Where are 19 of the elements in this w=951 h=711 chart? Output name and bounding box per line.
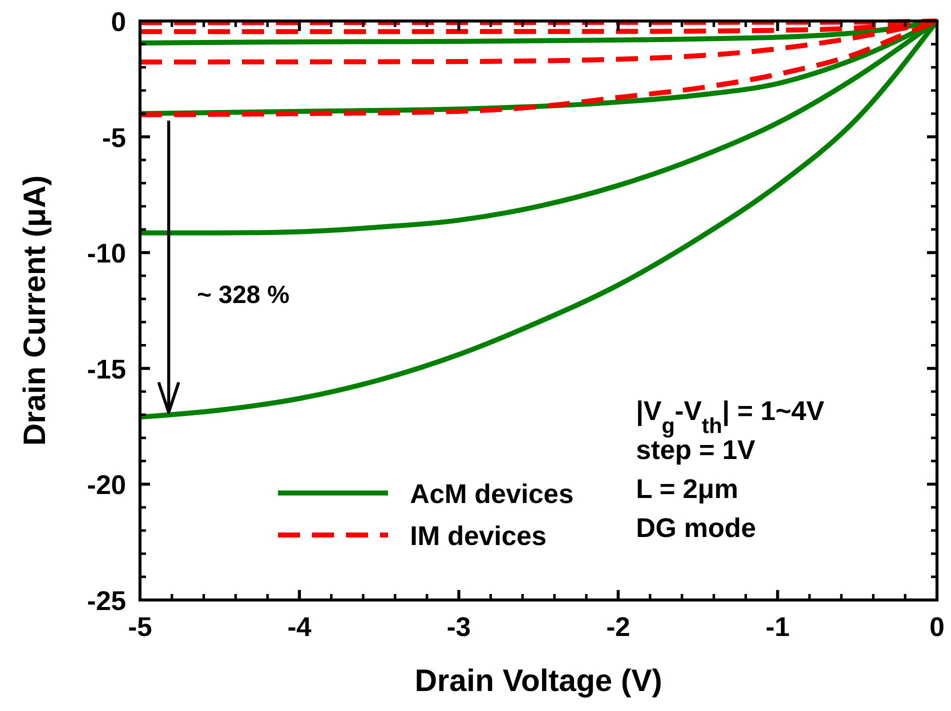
annotation: L = 2μm — [636, 474, 738, 504]
y-tick-label: -25 — [86, 586, 126, 616]
legend-label: IM devices — [410, 521, 547, 551]
y-tick-label: -20 — [86, 470, 126, 500]
x-tick-label: -4 — [287, 612, 312, 642]
y-tick-label: -5 — [102, 122, 126, 153]
x-tick-label: -3 — [446, 612, 471, 642]
y-tick-label: -10 — [86, 238, 126, 269]
x-tick-label: -1 — [766, 612, 790, 642]
annotation: ~ 328 % — [197, 281, 290, 309]
x-tick-label: -2 — [606, 612, 630, 642]
x-axis-title: Drain Voltage (V) — [414, 663, 662, 698]
legend-label: AcM devices — [410, 479, 574, 509]
y-tick-label: -15 — [86, 354, 126, 384]
x-tick-label: -5 — [128, 612, 152, 642]
x-tick-label: 0 — [929, 612, 945, 642]
annotation: DG mode — [636, 513, 756, 543]
y-axis-title: Drain Current (μA) — [17, 175, 52, 446]
y-tick-label: 0 — [110, 7, 126, 37]
